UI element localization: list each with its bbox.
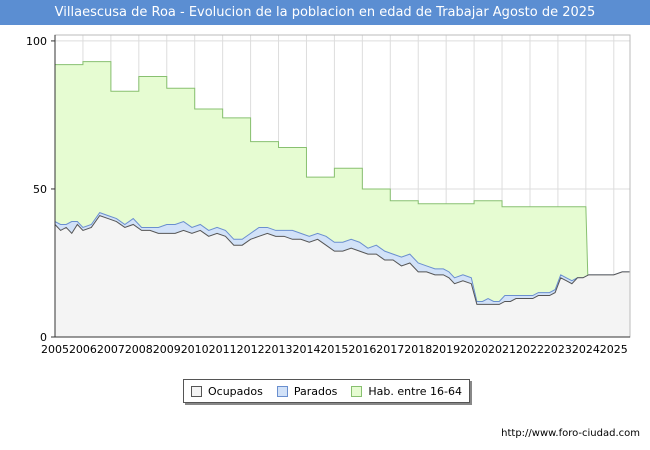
x-tick-label: 2007 xyxy=(97,343,125,356)
x-tick-label: 2022 xyxy=(516,343,544,356)
x-tick-label: 2008 xyxy=(125,343,153,356)
source-link[interactable]: http://www.foro-ciudad.com xyxy=(501,428,640,439)
x-tick-label: 2011 xyxy=(209,343,237,356)
x-tick-label: 2016 xyxy=(348,343,376,356)
legend-item-hab: Hab. entre 16-64 xyxy=(351,385,462,398)
x-tick-label: 2018 xyxy=(404,343,432,356)
chart-title: Villaescusa de Roa - Evolucion de la pob… xyxy=(0,0,650,25)
legend-swatch-hab xyxy=(351,385,363,397)
x-tick-label: 2010 xyxy=(181,343,209,356)
legend-swatch-parados xyxy=(276,385,288,397)
area-chart: 2005 2006 2007 2008 2009 2010 2011 2012 2013 2014… xyxy=(26,34,631,356)
legend-label-ocupados: Ocupados xyxy=(207,384,263,398)
legend-label-parados: Parados xyxy=(293,384,338,398)
x-tick-label: 2020 xyxy=(460,343,488,356)
x-tick-label: 2006 xyxy=(69,343,97,356)
ocupados-area xyxy=(55,215,630,337)
ocupados-line xyxy=(54,215,630,305)
x-tick-label: 2012 xyxy=(237,343,265,356)
legend-item-parados: Parados xyxy=(276,384,338,398)
x-tick-label: 2013 xyxy=(265,343,293,356)
x-tick-label: 2024 xyxy=(572,343,600,356)
y-tick-label: 0 xyxy=(40,331,47,344)
x-tick-label: 2019 xyxy=(432,343,460,356)
legend-label-hab: Hab. entre 16-64 xyxy=(368,384,462,398)
legend-item-ocupados: Ocupados xyxy=(190,384,263,398)
hab-line xyxy=(55,61,589,278)
x-tick-label: 2005 xyxy=(41,343,69,356)
y-tick-label: 100 xyxy=(26,35,47,48)
x-tick-label: 2015 xyxy=(320,343,348,356)
x-tick-label: 2025 xyxy=(600,343,628,356)
x-tick-label: 2014 xyxy=(292,343,320,356)
x-tick-label: 2009 xyxy=(153,343,181,356)
legend-swatch-ocupados xyxy=(190,385,202,397)
y-tick-label: 50 xyxy=(33,183,47,196)
x-tick-label: 2021 xyxy=(488,343,516,356)
x-tick-label: 2017 xyxy=(376,343,404,356)
area-layer xyxy=(54,61,630,337)
axis-layer: 2005 2006 2007 2008 2009 2010 2011 2012 2013 2014… xyxy=(26,34,631,356)
legend: Ocupados Parados Hab. entre 16-64 xyxy=(183,379,470,403)
parados-line xyxy=(54,212,630,302)
x-tick-label: 2023 xyxy=(544,343,572,356)
